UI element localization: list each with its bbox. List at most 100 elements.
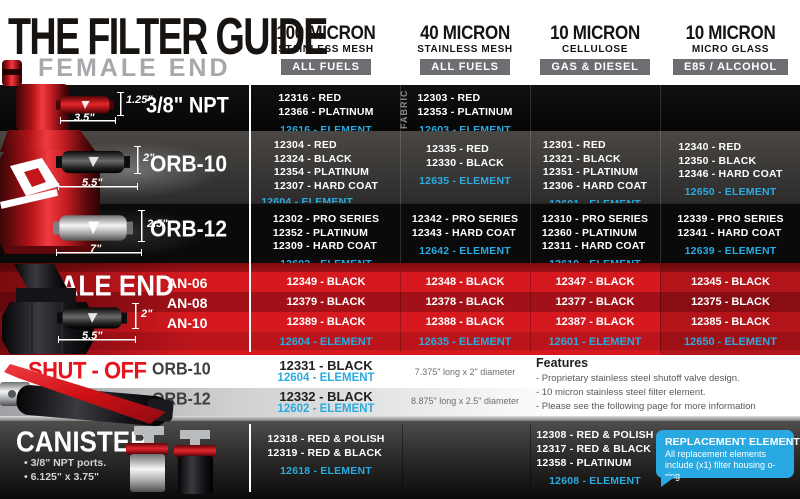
column-header-40-micron: 40 MICRON STAINLESS MESH ALL FUELS: [401, 21, 529, 75]
column-title: 100 MICRON: [276, 21, 376, 44]
part-numbers: 12308 - RED & POLISH 12317 - RED & BLACK…: [536, 429, 654, 469]
part-numbers: 12304 - RED 12324 - BLACK 12354 - PLATIN…: [273, 139, 379, 192]
dimension-height: 2.5": [147, 218, 168, 230]
element-numbers: 12635 - ELEMENT: [419, 174, 511, 187]
filter-image-orb10: [56, 150, 130, 174]
column-divider: [530, 424, 531, 494]
element-100: 12604 - ELEMENT: [279, 336, 373, 348]
port-an08: AN-08: [167, 295, 208, 311]
cell-an08-cellulose: 12377 - BLACK: [555, 296, 635, 308]
dimension-line: [56, 249, 142, 256]
cell-an10-100: 12389 - BLACK: [286, 316, 366, 328]
column-subtitle: MICRO GLASS: [691, 44, 770, 55]
female-end-heading: FEMALE END: [38, 54, 231, 82]
page-title: THE FILTER GUIDE: [8, 7, 328, 66]
part-numbers: 12342 - PRO SERIES 12343 - HARD COAT: [411, 213, 519, 239]
cell-an08-40: 12378 - BLACK: [425, 296, 505, 308]
dimension-width: 5.5": [82, 177, 103, 189]
fuel-badge: GAS & DIESEL: [540, 59, 650, 75]
column-divider: [400, 85, 401, 263]
cell-an10-cellulose: 12387 - BLACK: [555, 316, 635, 328]
cell-an06-cellulose: 12347 - BLACK: [555, 276, 635, 288]
shutoff-orb10-element: 12604 - ELEMENT: [277, 372, 375, 384]
features-heading: Features: [536, 356, 589, 370]
dimension-line: [58, 336, 136, 343]
cell-orb12-cellulose: 12310 - PRO SERIES 12360 - PLATINUM 1231…: [531, 213, 659, 272]
port-shutoff-orb10: ORB-10: [152, 360, 211, 379]
element-glass: 12650 - ELEMENT: [684, 336, 777, 348]
label-column-separator: [249, 85, 251, 352]
label-column-separator: [249, 424, 251, 492]
dimension-line: [132, 303, 139, 329]
fuel-badge: ALL FUELS: [420, 59, 510, 75]
part-numbers: 12335 - RED 12330 - BLACK: [426, 143, 504, 169]
column-subtitle: STAINLESS MESH: [417, 44, 513, 55]
row-38-npt: 12316 - RED 12366 - PLATINUM 12616 - ELE…: [0, 85, 800, 136]
fuel-badge: E85 / ALCOHOL: [672, 59, 789, 75]
port-npt: 3/8" NPT: [146, 93, 229, 119]
element-numbers: 12639 - ELEMENT: [684, 244, 777, 257]
cell-orb10-cellulose: 12301 - RED 12321 - BLACK 12351 - PLATIN…: [531, 139, 659, 212]
element-numbers: 12650 - ELEMENT: [684, 186, 777, 198]
shutoff-orb12-part: 12332 - BLACK: [279, 389, 373, 404]
section-divider-strip: [0, 416, 800, 421]
element-numbers: 12608 - ELEMENT: [549, 475, 641, 487]
cell-canister-cellulose: 12308 - RED & POLISH 12317 - RED & BLACK…: [531, 428, 659, 489]
shutoff-orb12-size: 8.875" long x 2.5" diameter: [411, 396, 519, 406]
cell-an10-40: 12388 - BLACK: [425, 316, 505, 328]
dimension-height: 1.25": [126, 94, 153, 106]
shutoff-orb10-part: 12331 - BLACK: [279, 358, 373, 373]
part-numbers: 12301 - RED 12321 - BLACK 12351 - PLATIN…: [542, 139, 648, 192]
cell-canister-100: 12318 - RED & POLISH 12319 - RED & BLACK…: [253, 432, 399, 479]
cell-orb10-glass: 12340 - RED 12350 - BLACK 12346 - HARD C…: [661, 141, 800, 200]
column-header-10-micron-glass: 10 MICRON MICRO GLASS E85 / ALCOHOL: [661, 21, 800, 75]
shutoff-orb12-element: 12602 - ELEMENT: [277, 403, 375, 415]
cell-an10-glass: 12385 - BLACK: [691, 316, 770, 328]
replacement-elements-callout: REPLACEMENT ELEMENTS All replacement ele…: [656, 430, 800, 487]
column-subtitle: STAINLESS MESH: [278, 44, 374, 55]
element-40: 12635 - ELEMENT: [418, 336, 512, 348]
shutoff-orb10-size: 7.375" long x 2" diameter: [414, 367, 516, 377]
cell-orb10-40: 12335 - RED 12330 - BLACK 12635 - ELEMEN…: [401, 143, 529, 189]
canister-specs: • 3/8" NPT ports. • 6.125" x 3.75": [24, 457, 107, 483]
canister-photo: [126, 426, 216, 494]
column-title: 40 MICRON: [420, 21, 510, 44]
filter-image-male: [57, 307, 127, 329]
port-an06: AN-06: [167, 275, 208, 291]
callout-tail: [661, 476, 676, 487]
dimension-height: 2": [143, 152, 155, 164]
port-orb10: ORB-10: [150, 151, 228, 178]
cell-an08-glass: 12375 - BLACK: [691, 296, 770, 308]
part-numbers: 12303 - RED 12353 - PLATINUM: [417, 92, 513, 118]
column-divider: [660, 85, 661, 263]
dimension-height: 2": [141, 308, 153, 320]
port-orb12: ORB-12: [150, 216, 228, 243]
dimension-line: [60, 117, 116, 124]
column-divider: [530, 85, 531, 263]
row-orb-10: 12304 - RED 12324 - BLACK 12354 - PLATIN…: [0, 131, 800, 221]
part-numbers: 12340 - RED 12350 - BLACK 12346 - HARD C…: [678, 141, 783, 180]
cell-orb12-glass: 12339 - PRO SERIES 12341 - HARD COAT 126…: [661, 213, 800, 259]
column-header-100-micron: 100 MICRON STAINLESS MESH ALL FUELS: [253, 21, 399, 75]
element-numbers: 12618 - ELEMENT: [280, 465, 372, 477]
row-orb-12: 12302 - PRO SERIES 12352 - PLATINUM 1230…: [0, 203, 800, 270]
cell-an08-100: 12379 - BLACK: [286, 296, 366, 308]
dimension-width: 5.5": [82, 330, 103, 342]
column-header-10-micron-cellulose: 10 MICRON CELLULOSE GAS & DIESEL: [531, 22, 659, 75]
part-numbers: 12302 - PRO SERIES 12352 - PLATINUM 1230…: [272, 213, 380, 252]
column-divider: [402, 424, 403, 494]
dimension-width: 3.5": [74, 112, 95, 124]
callout-title: REPLACEMENT ELEMENTS: [665, 436, 800, 448]
cell-orb12-40: 12342 - PRO SERIES 12343 - HARD COAT 126…: [401, 213, 529, 259]
part-numbers: 12310 - PRO SERIES 12360 - PLATINUM 1231…: [541, 213, 649, 252]
column-divider: [530, 272, 531, 352]
fuel-badge: ALL FUELS: [281, 59, 371, 75]
callout-body: All replacement elements include (x1) fi…: [665, 449, 776, 481]
column-title: 10 MICRON: [685, 21, 776, 44]
filter-image-orb12: [53, 215, 133, 241]
dimension-width: 7": [90, 243, 102, 255]
cell-an06-100: 12349 - BLACK: [286, 276, 366, 288]
element-cellulose: 12601 - ELEMENT: [548, 336, 642, 348]
dimension-line: [138, 210, 145, 242]
